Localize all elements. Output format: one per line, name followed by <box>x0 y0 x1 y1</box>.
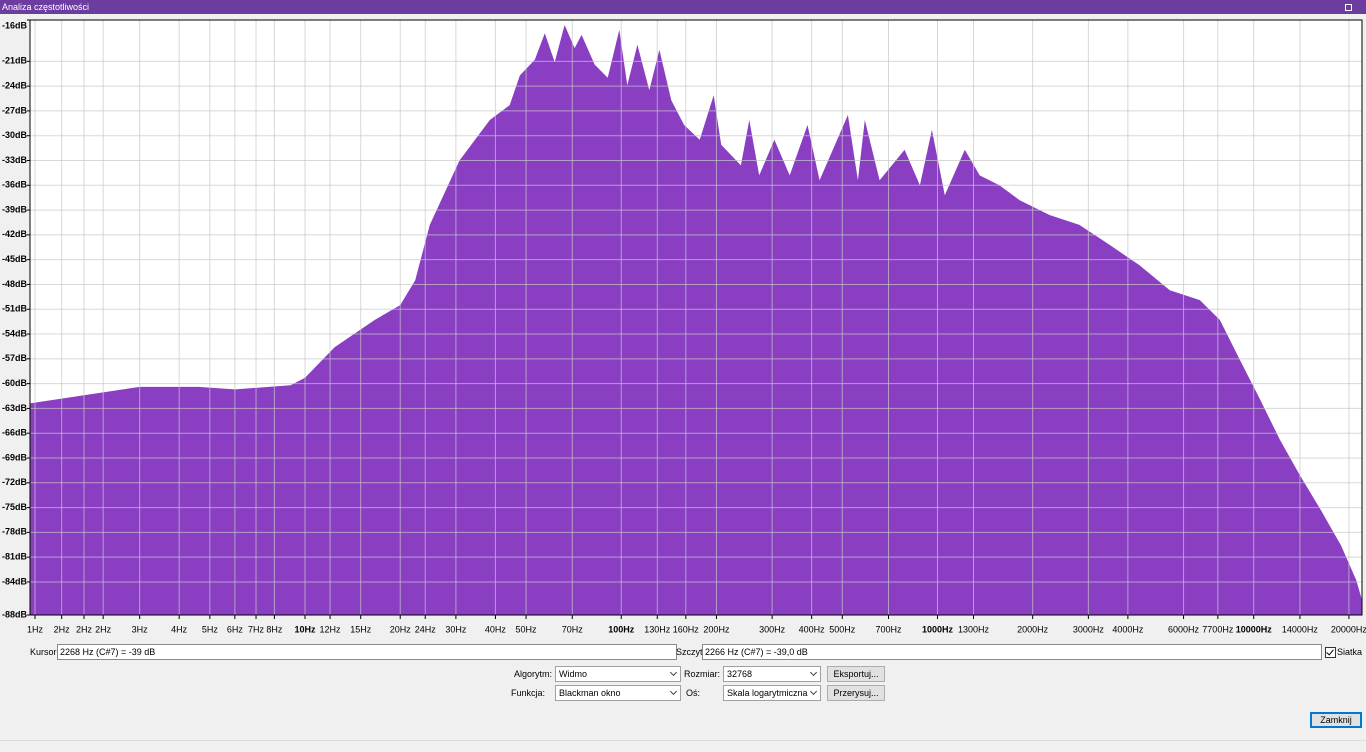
y-tick-label: -24dB <box>2 80 28 90</box>
spectrum-plot: -16dB -21dB -24dB -27dB -30dB -33dB -36dB -39dB… <box>2 19 1366 634</box>
x-tick-label: 70Hz <box>562 624 584 634</box>
y-tick-label: -78dB <box>2 527 28 537</box>
redraw-button[interactable]: Przerysuj... <box>827 685 885 701</box>
x-tick-label: 15Hz <box>350 624 372 634</box>
close-button[interactable]: Zamknij <box>1310 712 1362 728</box>
x-tick-label: 1000Hz <box>922 624 954 634</box>
x-tick-label: 20Hz <box>390 624 412 634</box>
axis-select[interactable]: Skala logarytmiczna <box>723 685 821 701</box>
y-tick-label: -36dB <box>2 180 28 190</box>
x-tick-label: 10Hz <box>295 624 317 634</box>
x-tick-label: 100Hz <box>608 624 635 634</box>
x-tick-label: 10000Hz <box>1236 624 1273 634</box>
algorithm-select[interactable]: Widmo <box>555 666 681 682</box>
algorithm-label: Algorytm: <box>513 669 552 679</box>
x-tick-label: 8Hz <box>266 624 283 634</box>
y-tick-label: -75dB <box>2 502 28 512</box>
size-label: Rozmiar: <box>683 669 720 679</box>
x-tick-label: 4Hz <box>171 624 188 634</box>
y-tick-label: -63dB <box>2 403 28 413</box>
function-select[interactable]: Blackman okno <box>555 685 681 701</box>
status-separator <box>0 740 1366 741</box>
y-tick-label: -39dB <box>2 204 28 214</box>
axis-label: Oś: <box>686 688 701 698</box>
x-tick-label: 50Hz <box>516 624 538 634</box>
x-tick-label: 2Hz <box>76 624 93 634</box>
x-tick-label: 12Hz <box>320 624 342 634</box>
x-tick-label: 130Hz <box>644 624 671 634</box>
y-tick-label: -54dB <box>2 328 28 338</box>
size-select[interactable]: 32768 <box>723 666 821 682</box>
x-tick-label: 200Hz <box>703 624 730 634</box>
plot-border <box>29 19 1363 616</box>
x-tick-label: 500Hz <box>829 624 856 634</box>
x-tick-label: 14000Hz <box>1282 624 1319 634</box>
y-tick-label: -30dB <box>2 130 28 140</box>
y-tick-label: -42dB <box>2 229 28 239</box>
x-tick-label: 400Hz <box>799 624 826 634</box>
y-tick-label: -57dB <box>2 353 28 363</box>
y-tick-label: -27dB <box>2 105 28 115</box>
y-tick-label: -21dB <box>2 56 28 66</box>
y-tick-label: -72dB <box>2 477 28 487</box>
y-tick-label: -48dB <box>2 279 28 289</box>
cursor-label: Kursor: <box>30 647 60 657</box>
title-bar: Analiza częstotliwości <box>0 0 1366 14</box>
peak-label: Szczyt: <box>676 647 706 657</box>
y-tick-label: -45dB <box>2 254 28 264</box>
y-tick-label: -81dB <box>2 552 28 562</box>
y-tick-label: -16dB <box>2 20 28 30</box>
x-tick-label: 300Hz <box>759 624 786 634</box>
grid-checkbox[interactable] <box>1325 647 1336 658</box>
y-tick-label: -69dB <box>2 452 28 462</box>
x-tick-label: 2Hz <box>54 624 71 634</box>
x-tick-label: 3000Hz <box>1073 624 1105 634</box>
y-tick-label: -88dB <box>2 609 28 619</box>
function-label: Funkcja: <box>510 688 545 698</box>
x-tick-label: 24Hz <box>415 624 437 634</box>
x-tick-label: 7Hz <box>248 624 265 634</box>
export-button[interactable]: Eksportuj... <box>827 666 885 682</box>
y-tick-label: -84dB <box>2 576 28 586</box>
y-tick-label: -51dB <box>2 304 28 314</box>
x-tick-label: 700Hz <box>875 624 902 634</box>
x-tick-label: 7700Hz <box>1202 624 1234 634</box>
x-tick-label: 20000Hz <box>1331 624 1366 634</box>
x-tick-label: 160Hz <box>673 624 700 634</box>
window-title: Analiza częstotliwości <box>2 2 90 12</box>
y-tick-label: -60dB <box>2 378 28 388</box>
x-tick-label: 2Hz <box>95 624 112 634</box>
cursor-field[interactable]: 2268 Hz (C#7) = -39 dB <box>57 644 677 660</box>
spectrum-area <box>30 25 1362 615</box>
restore-button[interactable] <box>1345 4 1352 11</box>
x-tick-label: 6000Hz <box>1168 624 1200 634</box>
x-tick-label: 1Hz <box>27 624 44 634</box>
x-tick-label: 4000Hz <box>1112 624 1144 634</box>
x-tick-label: 6Hz <box>227 624 244 634</box>
y-tick-label: -33dB <box>2 155 28 165</box>
x-tick-label: 1300Hz <box>958 624 990 634</box>
x-tick-label: 5Hz <box>202 624 219 634</box>
x-tick-label: 3Hz <box>132 624 149 634</box>
x-tick-label: 30Hz <box>445 624 467 634</box>
grid-label: Siatka <box>1337 647 1363 657</box>
peak-field[interactable]: 2266 Hz (C#7) = -39,0 dB <box>702 644 1322 660</box>
x-tick-label: 2000Hz <box>1017 624 1049 634</box>
y-tick-label: -66dB <box>2 428 28 438</box>
x-tick-label: 40Hz <box>485 624 507 634</box>
